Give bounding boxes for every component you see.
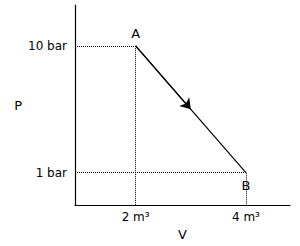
svg-text:1 bar: 1 bar — [36, 166, 67, 180]
svg-text:A: A — [131, 26, 140, 41]
svg-text:V: V — [178, 227, 187, 242]
svg-text:P: P — [14, 98, 22, 113]
svg-text:2 m³: 2 m³ — [122, 210, 150, 224]
svg-text:10 bar: 10 bar — [28, 39, 67, 53]
svg-text:4 m³: 4 m³ — [232, 210, 260, 224]
svg-text:B: B — [241, 178, 250, 193]
